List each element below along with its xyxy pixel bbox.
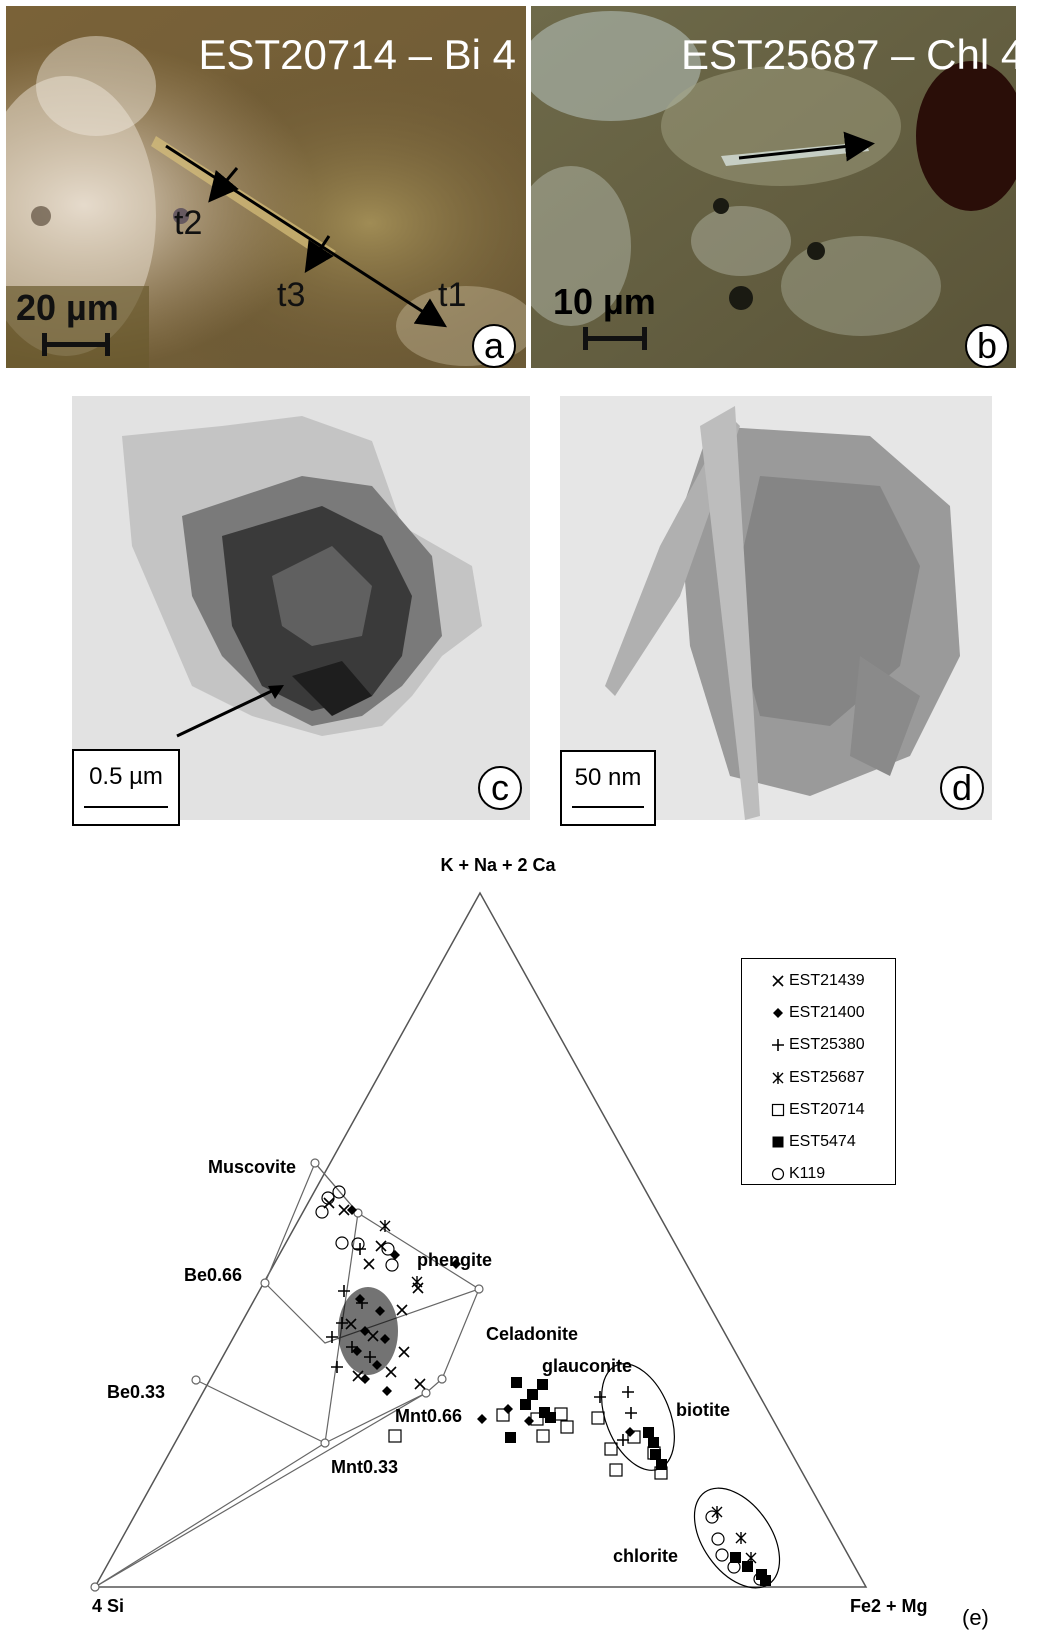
legend-label: EST25380 — [789, 1036, 865, 1054]
muscovite-label: Muscovite — [208, 1157, 296, 1177]
scale-bar-c-label: 0.5 µm — [89, 763, 163, 790]
panel-label-d: d — [940, 766, 984, 810]
optical-micrograph-b — [531, 6, 1016, 368]
panel-label-a: a — [472, 324, 516, 368]
tem-image-c — [72, 396, 530, 820]
est5474-points — [505, 1377, 771, 1586]
phengite-label: phengite — [417, 1250, 492, 1270]
legend-label: K119 — [789, 1165, 826, 1183]
scale-bar-d-line — [572, 806, 644, 808]
asterisk-marker-icon — [770, 1070, 786, 1086]
legend-label: EST5474 — [789, 1133, 856, 1151]
mnt033-label: Mnt0.33 — [331, 1457, 398, 1477]
legend-item-est5474: EST5474 — [742, 1126, 895, 1158]
legend-label: EST21439 — [789, 972, 865, 990]
apex-top-label: K + Na + 2 Ca — [440, 855, 556, 875]
dense-cluster — [338, 1287, 398, 1375]
panel-a-title: EST20714 – Bi 4 — [198, 31, 516, 78]
panel-b-title: EST25687 – Chl 4 — [681, 31, 1016, 78]
data-points — [315, 1185, 771, 1586]
ternary-labels: K + Na + 2 Ca 4 Si Fe2 + Mg Muscovite Be… — [92, 855, 928, 1616]
ternary-diagram: K + Na + 2 Ca 4 Si Fe2 + Mg Muscovite Be… — [90, 855, 989, 1630]
chlorite-label: chlorite — [613, 1546, 678, 1566]
scale-bar-a-backdrop — [6, 286, 149, 368]
panel-b-arrow — [738, 131, 875, 162]
panel-a-arrows — [165, 144, 448, 328]
micrograph-panel-b: EST25687 – Chl 4 10 µm b — [531, 6, 1016, 368]
scale-bar-a-label: 20 µm — [16, 287, 119, 328]
tem-image-d — [560, 396, 992, 820]
be033-label: Be0.33 — [107, 1382, 165, 1402]
legend: EST21439 EST21400 EST25380 EST25687 EST2… — [741, 958, 896, 1185]
scale-bar-b-label: 10 µm — [553, 281, 656, 322]
legend-item-est21400: EST21400 — [742, 997, 895, 1029]
scale-bar-a — [42, 333, 110, 356]
reference-lines — [94, 1161, 481, 1588]
legend-item-est21439: EST21439 — [742, 965, 895, 997]
celadonite-label: Celadonite — [486, 1324, 578, 1344]
legend-item-k119: K119 — [742, 1158, 895, 1190]
scale-bar-d: 50 nm — [560, 750, 656, 826]
micrograph-panel-a: EST20714 – Bi 4 t2 t3 t1 20 µm a — [6, 6, 526, 368]
open-circle-marker-icon — [770, 1166, 786, 1182]
mnt066-label: Mnt0.66 — [395, 1406, 462, 1426]
tem-panel-c: c — [72, 396, 530, 820]
biotite-label: biotite — [676, 1400, 730, 1420]
panel-label-c: c — [478, 766, 522, 810]
panel-label-b: b — [965, 324, 1009, 368]
legend-item-est25687: EST25687 — [742, 1062, 895, 1094]
panel-label-e: (e) — [962, 1605, 989, 1630]
k119-points — [315, 1185, 767, 1586]
ternary-triangle — [93, 891, 868, 1588]
est25687-points — [379, 1220, 757, 1564]
reference-points — [90, 1158, 484, 1592]
legend-item-est25380: EST25380 — [742, 1029, 895, 1061]
glauconite-label: glauconite — [542, 1356, 632, 1376]
point-t1-label: t1 — [438, 276, 467, 314]
legend-item-est20714: EST20714 — [742, 1094, 895, 1126]
chlorite-field — [693, 1487, 781, 1589]
apex-right-label: Fe2 + Mg — [850, 1596, 928, 1616]
scale-bar-d-label: 50 nm — [574, 764, 642, 791]
tem-panel-d: d — [560, 396, 992, 820]
point-t3-label: t3 — [277, 276, 306, 314]
scale-bar-c-line — [84, 806, 168, 808]
legend-label: EST20714 — [789, 1100, 865, 1118]
plus-marker-icon — [770, 1037, 786, 1053]
legend-label: EST21400 — [789, 1004, 865, 1022]
point-t2-label: t2 — [174, 204, 203, 242]
diamond-marker-icon — [770, 1005, 786, 1021]
open-square-marker-icon — [770, 1102, 786, 1118]
legend-label: EST25687 — [789, 1068, 865, 1086]
scale-bar-b — [583, 327, 647, 350]
filled-square-marker-icon — [770, 1134, 786, 1150]
scale-bar-c: 0.5 µm — [72, 749, 180, 826]
x-marker-icon — [770, 973, 786, 989]
be066-label: Be0.66 — [184, 1265, 242, 1285]
apex-left-label: 4 Si — [92, 1596, 124, 1616]
